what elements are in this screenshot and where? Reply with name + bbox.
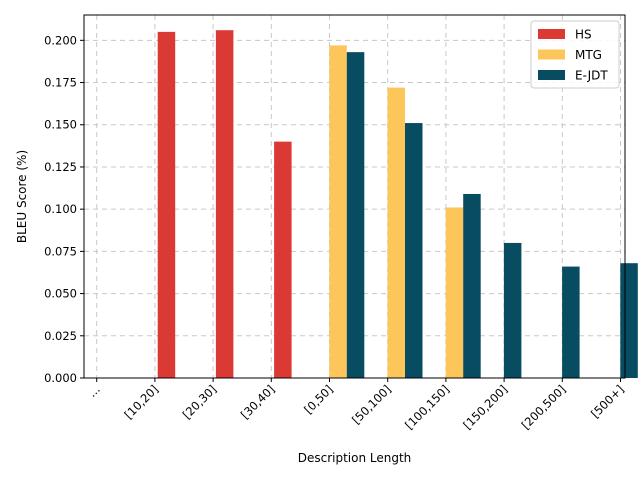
y-tick-label: 0.100	[44, 202, 77, 216]
bar-e-jdt	[346, 52, 365, 378]
legend: HS MTG E-JDT	[530, 20, 620, 89]
x-tick-label: [500+]	[588, 382, 627, 421]
bar-mtg	[445, 207, 464, 378]
legend-entry-label: E-JDT	[575, 69, 608, 83]
bar-e-jdt	[405, 123, 423, 378]
bar-e-jdt	[620, 263, 638, 378]
x-tick-label: ...	[85, 382, 103, 400]
y-tick-label: 0.000	[44, 371, 77, 385]
y-tick-label: 0.150	[44, 118, 77, 132]
x-axis-ticks: ... [10,20] [20,30] [30,40] [0,50] [50,100] [1…	[85, 378, 627, 432]
legend-swatch	[538, 29, 565, 39]
legend-entry-label: MTG	[575, 48, 602, 62]
bar-mtg	[387, 87, 405, 378]
x-tick-label: [0,50]	[301, 382, 335, 416]
plot-frame	[83, 14, 626, 379]
bar-mtg	[329, 45, 347, 379]
y-tick-label: 0.175	[44, 76, 77, 90]
x-tick-label: [50,100]	[349, 382, 394, 427]
y-tick-label: 0.050	[44, 287, 77, 301]
x-tick-label: [20,30]	[180, 382, 220, 422]
y-tick-label: 0.200	[44, 33, 77, 47]
legend-swatch	[538, 49, 565, 60]
bar-e-jdt	[503, 242, 522, 378]
x-axis-label: Description Length	[298, 451, 412, 465]
y-tick-label: 0.125	[44, 160, 77, 174]
x-tick-label: [200,500]	[519, 382, 569, 432]
legend-entry-label: HS	[575, 28, 592, 42]
bars	[157, 30, 638, 379]
legend-swatch	[538, 70, 565, 80]
bar-e-jdt	[562, 266, 580, 378]
y-tick-label: 0.025	[44, 329, 77, 343]
x-tick-label: [30,40]	[238, 382, 278, 422]
bar-hs	[215, 30, 234, 379]
x-tick-label: [150,200]	[460, 382, 510, 432]
y-axis-label: BLEU Score (%)	[15, 150, 29, 243]
y-axis-ticks: 0.000 0.025 0.050 0.075 0.100 0.125 0.150 0.175…	[44, 33, 84, 385]
x-tick-label: [100,150]	[402, 382, 452, 432]
bar-e-jdt	[463, 193, 481, 378]
y-tick-label: 0.075	[44, 244, 77, 258]
bar-hs	[274, 141, 292, 378]
bar-hs	[157, 31, 176, 378]
x-tick-label: [10,20]	[121, 382, 161, 422]
